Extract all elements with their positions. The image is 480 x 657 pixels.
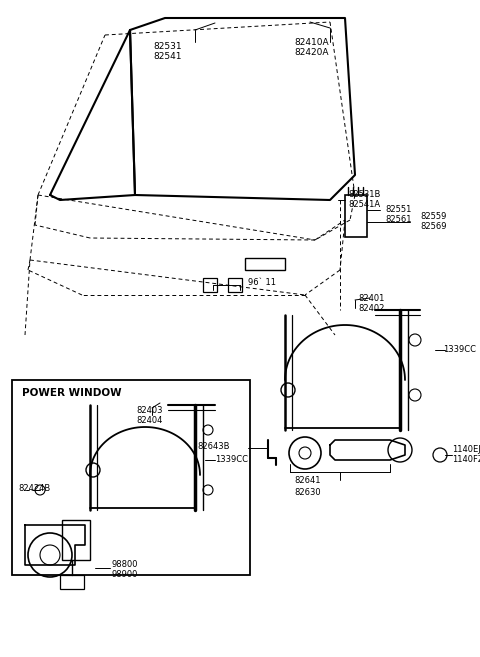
Text: 82531B: 82531B — [348, 190, 380, 199]
Text: 82410A: 82410A — [295, 38, 329, 47]
Text: 82559: 82559 — [420, 212, 446, 221]
Text: 98900: 98900 — [112, 570, 138, 579]
Text: 82420A: 82420A — [295, 48, 329, 57]
Text: 82401: 82401 — [358, 294, 384, 303]
Text: 82531: 82531 — [154, 42, 182, 51]
Text: 82402: 82402 — [358, 304, 384, 313]
Text: 82541: 82541 — [154, 52, 182, 61]
Text: 82641: 82641 — [295, 476, 321, 485]
Text: POWER WINDOW: POWER WINDOW — [22, 388, 121, 398]
Bar — [62, 520, 90, 560]
Text: 1140EJ: 1140EJ — [452, 445, 480, 454]
Text: 82424B: 82424B — [18, 484, 50, 493]
Text: 82551: 82551 — [385, 205, 411, 214]
Bar — [60, 575, 84, 589]
Text: 82541A: 82541A — [348, 200, 380, 209]
Text: 82569: 82569 — [420, 222, 446, 231]
Text: 82630: 82630 — [295, 488, 321, 497]
Bar — [203, 278, 217, 292]
Text: 1339CC: 1339CC — [443, 345, 476, 354]
Text: 82403: 82403 — [137, 406, 163, 415]
Text: 82561: 82561 — [385, 215, 411, 224]
Text: 1339CC: 1339CC — [215, 455, 248, 464]
Text: 98800: 98800 — [112, 560, 139, 569]
Bar — [245, 258, 285, 270]
Bar — [228, 278, 242, 292]
Bar — [345, 195, 367, 237]
Text: 96` 11: 96` 11 — [248, 278, 276, 287]
Bar — [12, 380, 250, 575]
Text: 82643B: 82643B — [197, 442, 230, 451]
Text: 1140FZ: 1140FZ — [452, 455, 480, 464]
Text: 82404: 82404 — [137, 416, 163, 425]
